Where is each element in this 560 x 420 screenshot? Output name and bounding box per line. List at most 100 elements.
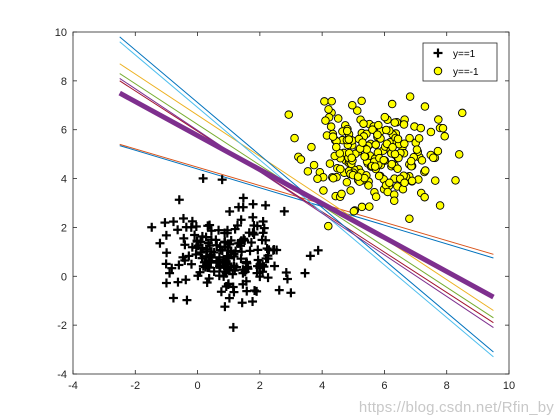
point-circle-marker: [420, 102, 430, 111]
decision-lines: [118, 36, 495, 358]
point-plus-marker: [162, 248, 172, 258]
point-circle-marker: [290, 133, 299, 143]
point-circle-marker: [416, 123, 426, 133]
point-plus-marker: [187, 242, 197, 252]
x-tick-label: 2: [257, 380, 263, 392]
point-plus-marker: [255, 272, 265, 282]
point-circle-marker: [371, 192, 381, 202]
point-plus-marker: [187, 216, 197, 226]
point-plus-marker: [182, 295, 192, 305]
point-circle-marker: [333, 114, 343, 123]
y-tick-label: -2: [57, 320, 67, 332]
point-plus-marker: [274, 285, 284, 295]
plot-area: [72, 31, 510, 375]
point-plus-marker: [219, 271, 229, 281]
point-plus-marker: [248, 199, 258, 209]
point-plus-marker: [167, 263, 177, 273]
point-circle-marker: [393, 134, 403, 144]
point-plus-marker: [179, 233, 189, 243]
point-plus-marker: [217, 175, 227, 185]
decision-line: [119, 77, 494, 329]
point-circle-marker: [405, 214, 414, 224]
point-circle-marker: [342, 126, 352, 136]
point-plus-marker: [286, 288, 296, 298]
point-circle-marker: [336, 164, 345, 174]
point-circle-marker: [324, 105, 333, 114]
point-circle-marker: [431, 176, 440, 185]
point-plus-marker: [261, 253, 271, 263]
legend-label: y==1: [453, 49, 476, 60]
point-circle-marker: [370, 162, 380, 171]
point-circle-marker: [417, 156, 427, 165]
point-circle-marker: [327, 96, 336, 106]
point-circle-marker: [400, 139, 409, 148]
point-circle-marker: [387, 159, 397, 169]
point-plus-marker: [281, 268, 291, 278]
point-circle-marker: [374, 171, 384, 181]
point-circle-marker: [385, 178, 394, 188]
point-plus-marker: [313, 245, 323, 255]
point-circle-marker: [458, 108, 467, 118]
point-plus-marker: [216, 287, 226, 297]
x-tick-label: 6: [381, 380, 387, 392]
point-circle-marker: [388, 143, 397, 152]
point-plus-marker: [263, 273, 273, 283]
y-tick-label: 8: [61, 76, 67, 88]
point-circle-marker: [328, 174, 338, 183]
x-tick-label: 10: [503, 380, 515, 392]
point-circle-marker: [319, 186, 328, 195]
point-circle-marker: [325, 159, 335, 168]
point-plus-marker: [191, 221, 201, 231]
point-plus-marker: [279, 206, 289, 216]
point-circle-marker: [349, 206, 359, 216]
legend-circle-marker: [433, 66, 443, 76]
point-plus-marker: [231, 246, 241, 256]
point-plus-marker: [186, 259, 196, 269]
point-circle-marker: [324, 221, 333, 231]
y-tick-label: 10: [55, 27, 67, 39]
point-circle-marker: [353, 106, 362, 115]
point-plus-marker: [204, 274, 214, 284]
watermark: https://blog.csdn.net/Rfin_by: [358, 399, 554, 416]
point-plus-marker: [236, 241, 246, 251]
point-circle-marker: [365, 202, 374, 211]
point-plus-marker: [174, 260, 184, 270]
point-circle-marker: [406, 156, 416, 166]
point-plus-marker: [252, 221, 262, 231]
point-plus-marker: [257, 235, 267, 245]
legend-plus-marker: [433, 48, 443, 58]
point-plus-marker: [239, 234, 249, 244]
point-plus-marker: [205, 241, 215, 251]
point-circle-marker: [342, 178, 352, 187]
point-circle-marker: [405, 92, 415, 101]
point-plus-marker: [200, 262, 210, 272]
point-plus-marker: [237, 298, 247, 308]
point-plus-marker: [225, 239, 235, 249]
point-circle-marker: [344, 135, 354, 144]
point-plus-marker: [305, 251, 315, 261]
point-plus-marker: [238, 193, 248, 203]
point-plus-marker: [196, 247, 206, 257]
point-circle-marker: [309, 160, 319, 170]
point-circle-marker: [321, 116, 330, 125]
point-plus-marker: [174, 195, 184, 205]
point-plus-marker: [253, 261, 263, 271]
point-circle-marker: [438, 124, 448, 133]
x-tick-label: -4: [68, 380, 78, 392]
point-plus-marker: [253, 245, 263, 255]
point-plus-marker: [249, 229, 259, 239]
point-plus-marker: [181, 275, 191, 285]
point-circle-marker: [380, 112, 390, 122]
point-circle-marker: [381, 125, 391, 135]
point-plus-marker: [226, 247, 236, 257]
point-circle-marker: [420, 192, 429, 202]
point-circle-marker: [357, 96, 366, 106]
x-tick-label: 4: [319, 380, 325, 392]
point-circle-marker: [440, 132, 449, 141]
point-circle-marker: [374, 120, 383, 130]
point-plus-marker: [269, 245, 279, 255]
point-circle-marker: [412, 145, 422, 154]
point-plus-marker: [224, 293, 234, 303]
data-points: [147, 92, 467, 332]
